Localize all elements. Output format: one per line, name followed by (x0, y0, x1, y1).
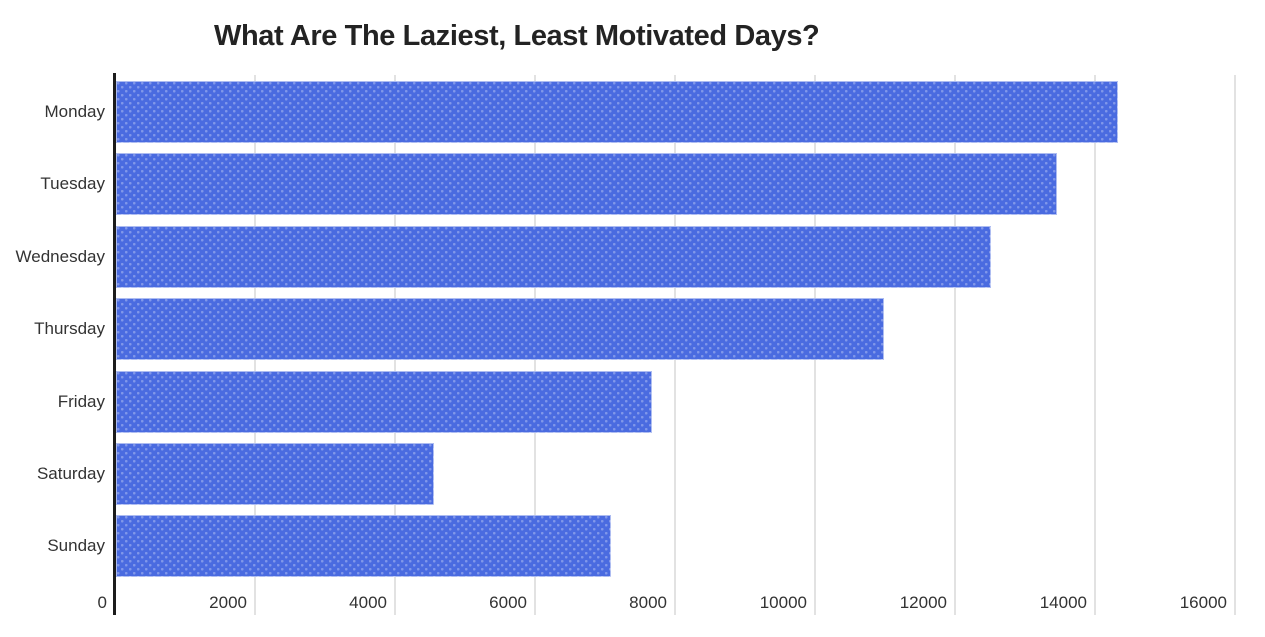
y-axis-line (113, 73, 116, 615)
x-axis-tick-label: 4000 (349, 593, 387, 612)
y-axis-label-monday: Monday (44, 102, 105, 121)
x-axis-tick-label: 8000 (629, 593, 667, 612)
gridline-x-14000 (1094, 75, 1096, 615)
x-axis-tick-label: 0 (97, 593, 107, 612)
y-axis-label-friday: Friday (57, 391, 105, 411)
y-axis-label-wednesday: Wednesday (15, 246, 105, 266)
chart-title: What Are The Laziest, Least Motivated Da… (214, 20, 820, 52)
y-axis-label-sunday: Sunday (47, 536, 105, 556)
x-axis-tick-label: 12000 (899, 593, 947, 612)
x-axis-tick-label: 16000 (1179, 593, 1227, 612)
y-axis-label-thursday: Thursday (34, 319, 105, 339)
gridline-x-12000 (954, 75, 956, 615)
x-axis-tick-label: 6000 (489, 593, 527, 612)
y-axis-label-saturday: Saturday (36, 464, 105, 483)
bar-thursday[interactable] (116, 298, 885, 361)
y-axis-label-tuesday: Tuesday (40, 174, 105, 194)
x-axis-tick-label: 14000 (1039, 593, 1087, 612)
x-axis-tick-label: 2000 (209, 593, 247, 612)
bar-saturday[interactable] (116, 443, 434, 505)
bar-sunday[interactable] (116, 515, 611, 578)
gridline-x-16000 (1234, 75, 1236, 615)
bar-monday[interactable] (116, 81, 1119, 143)
bar-friday[interactable] (116, 370, 652, 433)
bar-tuesday[interactable] (116, 153, 1057, 216)
bar-wednesday[interactable] (116, 225, 991, 288)
x-axis-tick-label: 10000 (759, 593, 807, 612)
